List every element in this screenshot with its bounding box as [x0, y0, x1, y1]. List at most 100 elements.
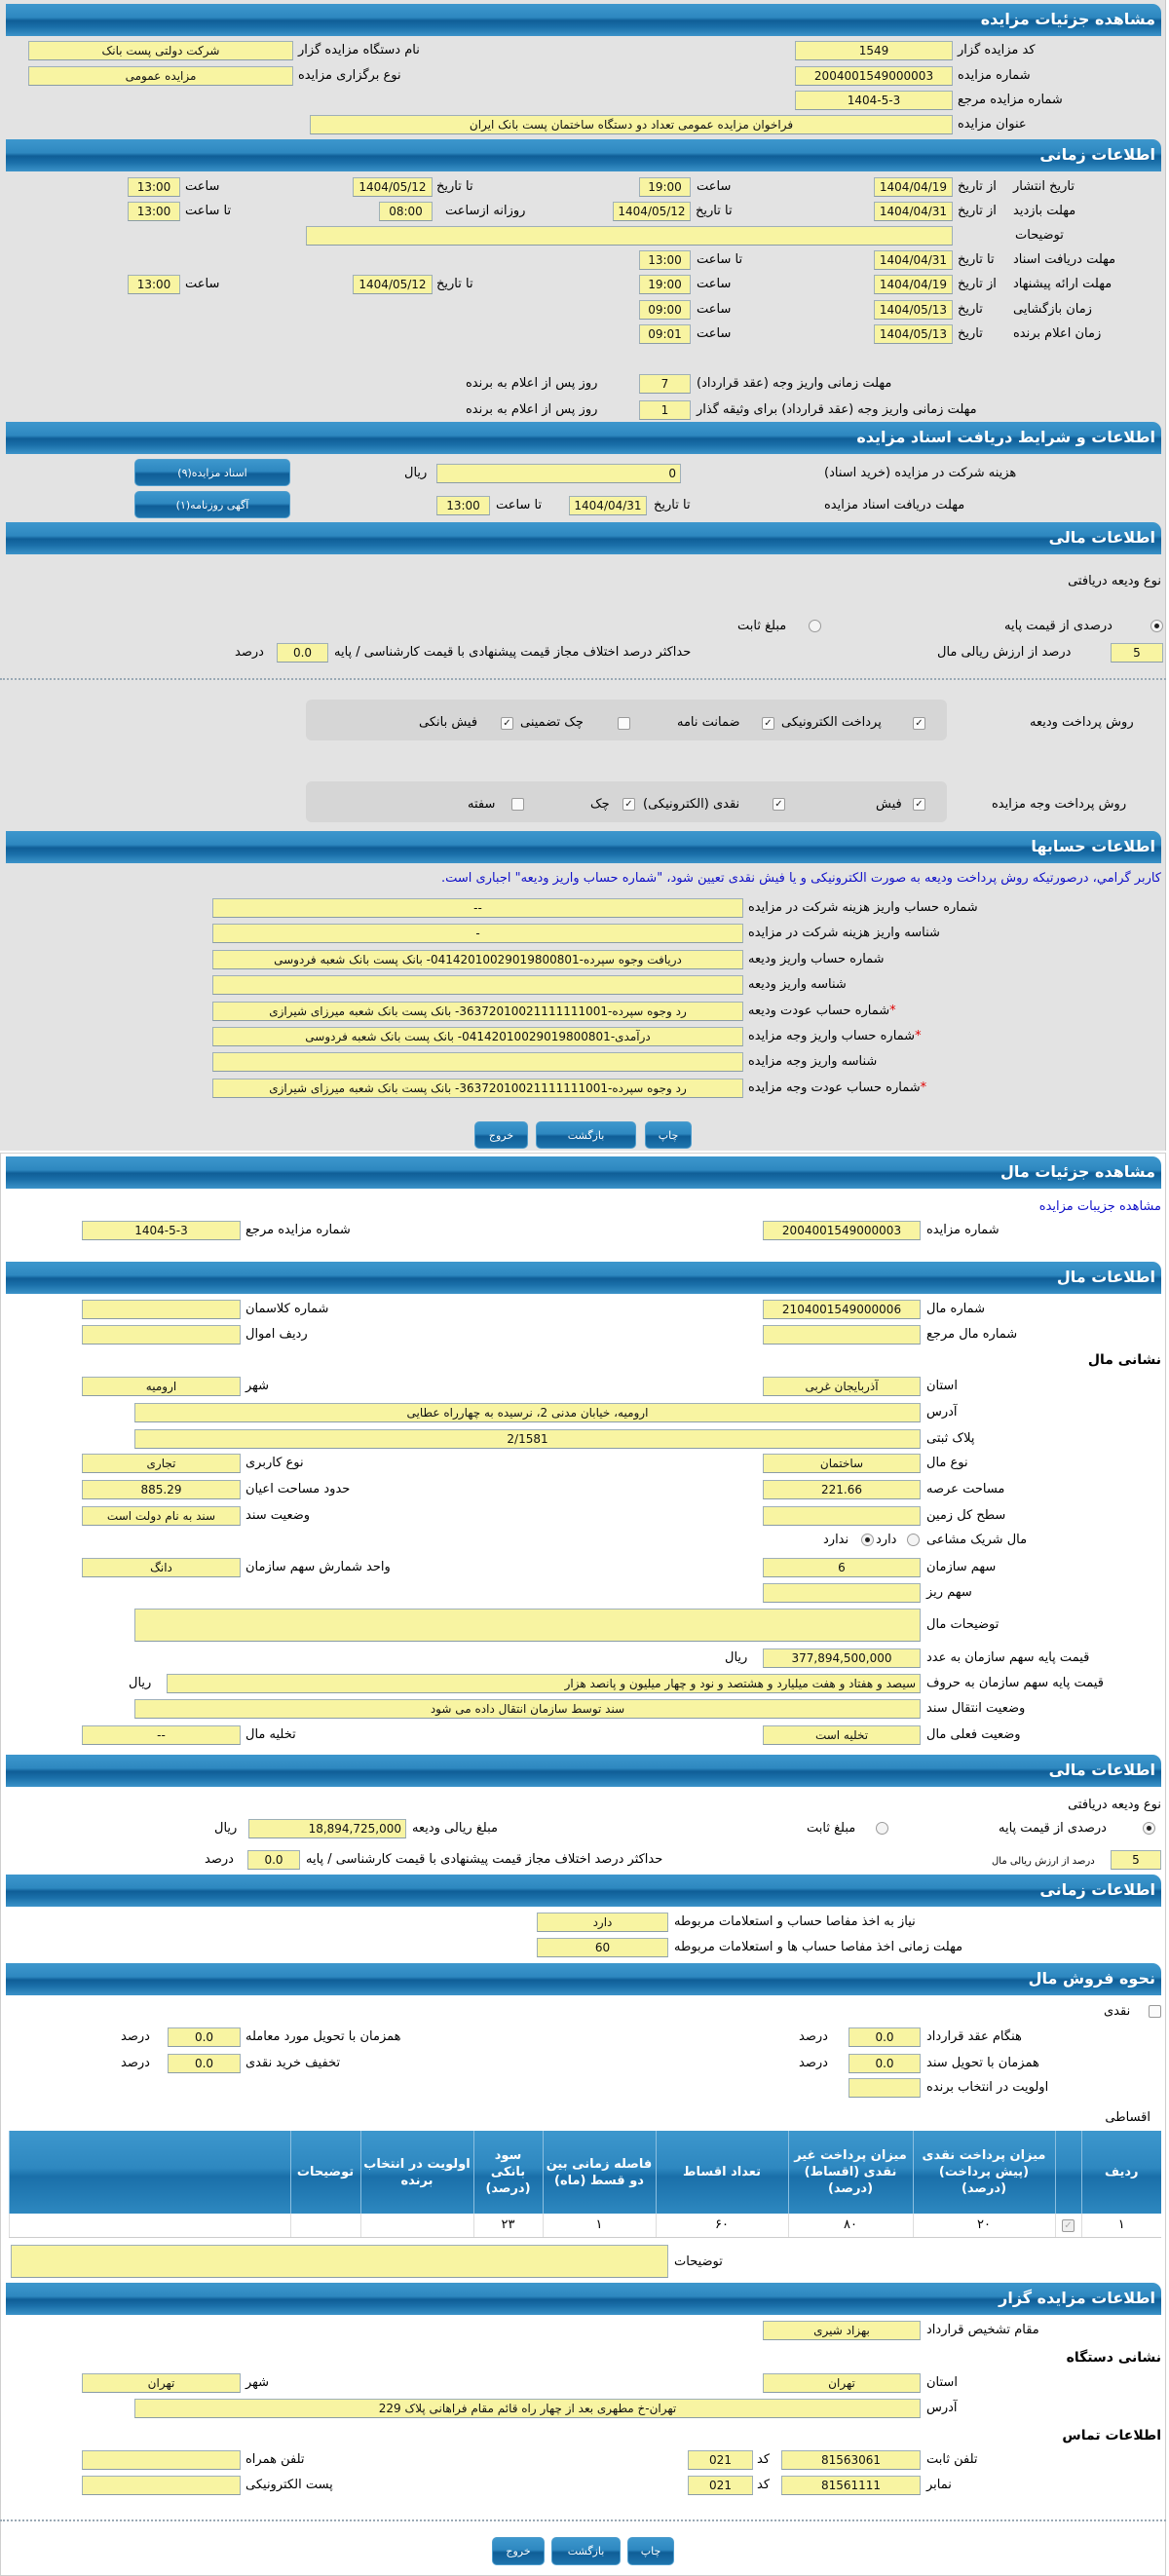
base-price-words-field[interactable]: سیصد و هفتاد و هفت میلیارد و هشتصد و نود… [167, 1674, 921, 1693]
base-price-field[interactable]: 377,894,500,000 [763, 1648, 921, 1668]
building-area-field[interactable]: 885.29 [82, 1480, 241, 1499]
evacuation-field[interactable]: -- [82, 1725, 241, 1745]
checkbox-slip[interactable]: ✓ [913, 798, 925, 811]
checkbox-cheque-payment[interactable]: ✓ [622, 798, 635, 811]
org-province-field[interactable]: تهران [763, 2373, 921, 2393]
org-city-field[interactable]: تهران [82, 2373, 241, 2393]
land-area-field[interactable]: 221.66 [763, 1480, 921, 1499]
org-name-field[interactable]: شرکت دولتی پست بانک [28, 41, 293, 60]
account-field[interactable]: - [212, 924, 743, 943]
phone-code-field[interactable]: 021 [688, 2450, 753, 2470]
offer-from-time[interactable]: 19:00 [639, 275, 691, 294]
current-status-field[interactable]: تخلیه است [763, 1725, 921, 1745]
deed-percent-field[interactable]: 0.0 [848, 2054, 921, 2073]
province-field[interactable]: آذربایجان غربی [763, 1377, 921, 1396]
account-field[interactable]: -- [212, 898, 743, 918]
shared-yes-radio[interactable] [907, 1534, 920, 1546]
usage-field[interactable]: تجاری [82, 1454, 241, 1473]
docs-deadline-time[interactable]: 13:00 [436, 496, 490, 515]
offer-to-date[interactable]: 1404/05/12 [353, 275, 433, 294]
pay-deadline-field[interactable]: 7 [639, 374, 691, 394]
sale-notes-field[interactable] [11, 2245, 668, 2278]
transfer-status-field[interactable]: سند توسط سازمان انتقال داده می شود [134, 1699, 921, 1719]
auction-number-field[interactable]: 2004001549000003 [795, 66, 953, 86]
checkbox-bank-slip[interactable]: ✓ [501, 717, 513, 730]
max-diff-field[interactable]: 0.0 [277, 643, 328, 663]
account-field[interactable]: رد وجوه سپرده-36372010021111111001- بانک… [212, 1002, 743, 1021]
fee-field[interactable]: 0 [436, 464, 681, 483]
docs-to-time[interactable]: 13:00 [639, 250, 691, 270]
docs-deadline-date[interactable]: 1404/04/31 [569, 496, 647, 515]
visit-to-date[interactable]: 1404/05/12 [613, 202, 691, 221]
item-max-diff-field[interactable]: 0.0 [247, 1850, 300, 1870]
checkbox-cash-electronic[interactable]: ✓ [773, 798, 785, 811]
minor-share-field[interactable] [763, 1583, 921, 1603]
publish-to-time[interactable]: 13:00 [128, 177, 180, 197]
checkbox-guarantee[interactable]: ✓ [762, 717, 774, 730]
item-ref-number[interactable]: 1404-5-3 [82, 1221, 241, 1240]
docs-to-date[interactable]: 1404/04/31 [874, 250, 953, 270]
item-percent-radio[interactable] [1143, 1822, 1155, 1835]
share-unit-field[interactable]: دانگ [82, 1558, 241, 1577]
row-checkbox[interactable]: ✓ [1062, 2219, 1075, 2233]
item-deposit-percent-field[interactable]: 5 [1111, 1850, 1161, 1870]
clearance-deadline-field[interactable]: 60 [537, 1938, 668, 1957]
visit-daily-from[interactable]: 08:00 [379, 202, 433, 221]
back-button-bottom[interactable]: بازگشت [551, 2537, 621, 2565]
publish-from-date[interactable]: 1404/04/19 [874, 177, 953, 197]
item-fixed-radio[interactable] [876, 1822, 888, 1835]
winner-date[interactable]: 1404/05/13 [874, 324, 953, 344]
offer-from-date[interactable]: 1404/04/19 [874, 275, 953, 294]
publish-from-time[interactable]: 19:00 [639, 177, 691, 197]
asset-row-field[interactable] [82, 1325, 241, 1345]
class-number-field[interactable] [82, 1300, 241, 1319]
cash-checkbox[interactable] [1149, 2005, 1161, 2018]
item-type-field[interactable]: ساختمان [763, 1454, 921, 1473]
winner-time[interactable]: 09:01 [639, 324, 691, 344]
pay-deadline-collateral-field[interactable]: 1 [639, 400, 691, 420]
contract-percent-field[interactable]: 0.0 [848, 2027, 921, 2047]
fax-field[interactable]: 81561111 [781, 2476, 921, 2495]
discount-percent-field[interactable]: 0.0 [168, 2054, 241, 2073]
opening-time[interactable]: 09:00 [639, 300, 691, 320]
account-field[interactable] [212, 1052, 743, 1072]
checkbox-promissory[interactable] [511, 798, 524, 811]
org-code-field[interactable]: 1549 [795, 41, 953, 60]
deposit-percent-field[interactable]: 5 [1111, 643, 1163, 663]
item-number-field[interactable]: 2104001549000006 [763, 1300, 921, 1319]
ref-number-field[interactable]: 1404-5-3 [795, 91, 953, 110]
plaque-field[interactable]: 2/1581 [134, 1429, 921, 1449]
city-field[interactable]: ارومیه [82, 1377, 241, 1396]
fixed-radio[interactable] [809, 620, 821, 632]
item-ref-field[interactable] [763, 1325, 921, 1345]
exit-button-bottom[interactable]: خروج [492, 2537, 545, 2565]
account-field[interactable] [212, 975, 743, 995]
auction-documents-button[interactable]: اسناد مزایده(۹) [134, 459, 290, 486]
timing-notes-field[interactable] [306, 226, 953, 246]
account-field[interactable]: درآمدی-04142010029019800801- بانک پست با… [212, 1027, 743, 1046]
email-field[interactable] [82, 2476, 241, 2495]
print-button-bottom[interactable]: چاپ [627, 2537, 674, 2565]
authority-field[interactable]: بهزاد شیری [763, 2321, 921, 2340]
auction-type-field[interactable]: مزایده عمومی [28, 66, 293, 86]
fax-code-field[interactable]: 021 [688, 2476, 753, 2495]
account-field[interactable]: دریافت وجوه سپرده-04142010029019800801- … [212, 950, 743, 969]
share-field[interactable]: 6 [763, 1558, 921, 1577]
delivery-percent-field[interactable]: 0.0 [168, 2027, 241, 2047]
phone-field[interactable]: 81563061 [781, 2450, 921, 2470]
subject-field[interactable]: فراخوان مزایده عمومی تعداد دو دستگاه ساخ… [310, 115, 953, 134]
account-field[interactable]: رد وجوه سپرده-36372010021111111001- بانک… [212, 1079, 743, 1098]
print-button[interactable]: چاپ [645, 1121, 692, 1149]
percent-radio[interactable] [1150, 620, 1163, 632]
publish-to-date[interactable]: 1404/05/12 [353, 177, 433, 197]
mobile-field[interactable] [82, 2450, 241, 2470]
shared-no-radio[interactable] [861, 1534, 874, 1546]
address-field[interactable]: ارومیه، خیابان مدنی 2، نرسیده به چهارراه… [134, 1403, 921, 1422]
deposit-amount-field[interactable]: 18,894,725,000 [248, 1819, 406, 1838]
offer-to-time[interactable]: 13:00 [128, 275, 180, 294]
deed-status-field[interactable]: سند به نام دولت است [82, 1506, 241, 1526]
visit-from-date[interactable]: 1404/04/31 [874, 202, 953, 221]
priority-field[interactable] [848, 2078, 921, 2098]
checkbox-cheque[interactable] [618, 717, 630, 730]
back-button[interactable]: بازگشت [536, 1121, 636, 1149]
